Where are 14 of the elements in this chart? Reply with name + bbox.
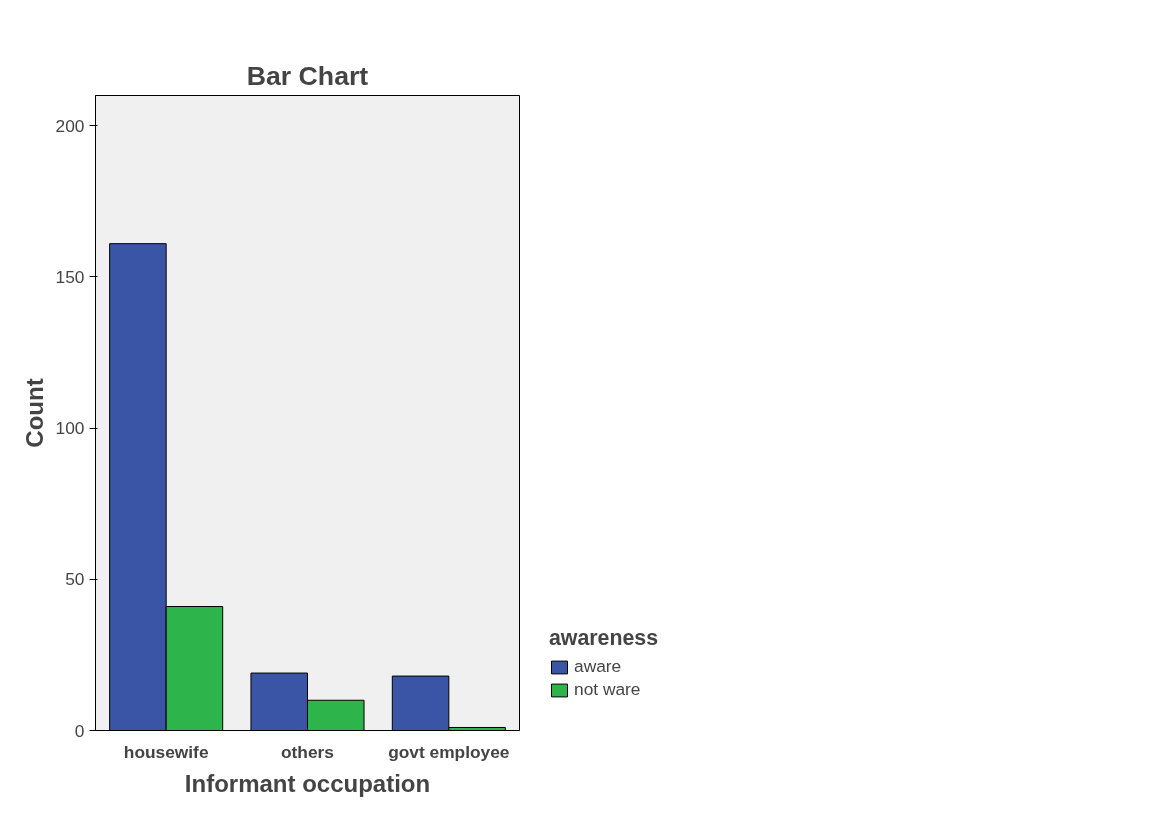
- y-tick-label: 150: [55, 266, 85, 287]
- y-tick-label: 0: [74, 720, 85, 741]
- x-tick-label: govt employee: [388, 741, 510, 762]
- y-axis-title: Count: [20, 378, 48, 448]
- legend-label: not ware: [574, 679, 641, 700]
- y-tick-label: 100: [55, 418, 85, 439]
- legend-title: awareness: [549, 626, 659, 651]
- y-tick-label: 200: [55, 115, 85, 136]
- x-tick-label: others: [281, 741, 334, 762]
- legend-label: aware: [574, 656, 622, 677]
- x-tick-label: housewife: [123, 741, 209, 762]
- chart-title: Bar Chart: [246, 60, 369, 91]
- x-axis-title: Informant occupation: [184, 769, 431, 797]
- y-tick-label: 50: [65, 569, 85, 590]
